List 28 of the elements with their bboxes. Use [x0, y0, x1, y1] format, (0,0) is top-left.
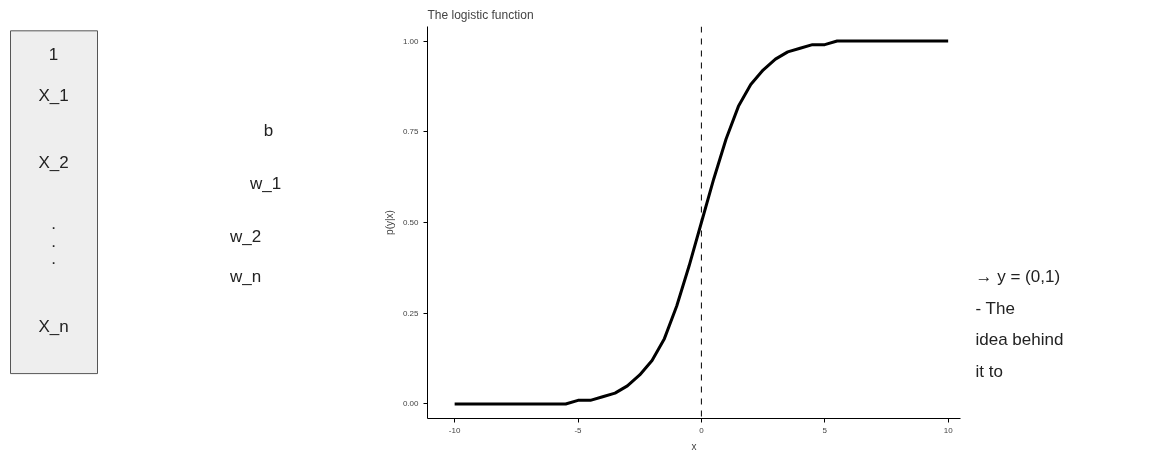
x-tick-label: -10 [448, 425, 461, 435]
text: . [51, 248, 56, 268]
text: - The [975, 299, 1015, 319]
y-tick-label: 0.25 [402, 308, 420, 318]
y-axis-title: p(y|x) [383, 210, 395, 235]
text: 1 [48, 45, 59, 65]
text: X_2 [38, 152, 69, 172]
text: w_1 [248, 174, 282, 194]
y-tick-label: 0.00 [402, 399, 420, 409]
chart-title: The logistic function [427, 7, 534, 22]
x-axis-title: x [691, 440, 697, 452]
y-tick-label: 0.75 [402, 127, 420, 137]
x-tick-label: 5 [822, 425, 828, 435]
text: . [51, 231, 56, 251]
text: idea behind [975, 330, 1064, 350]
x-tick-label: -5 [574, 425, 583, 435]
x-tick-label: 10 [943, 425, 954, 435]
text: w_n [228, 267, 262, 287]
text: it to [975, 361, 1003, 381]
text: → y = (0,1) [975, 267, 1061, 287]
text: b [263, 120, 274, 140]
text: . [51, 214, 56, 234]
text: X_1 [38, 86, 69, 106]
x-tick-label: 0 [699, 425, 705, 435]
text: X_n [38, 317, 69, 337]
y-tick-label: 0.50 [402, 218, 420, 227]
y-tick-label: 1.00 [402, 36, 420, 46]
text: w_2 [228, 226, 262, 246]
